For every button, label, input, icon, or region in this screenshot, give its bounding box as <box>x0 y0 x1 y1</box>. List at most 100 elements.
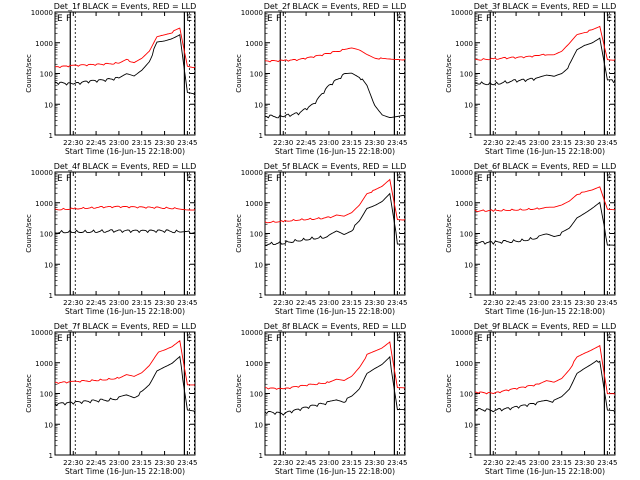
x-axis-label: Start Time (16-Jun-15 22:18:00) <box>65 307 185 316</box>
x-tick-label: 23:15 <box>552 459 572 467</box>
marker-label: E <box>186 334 192 344</box>
y-tick-label: 1 <box>469 452 473 460</box>
series-line-events <box>54 229 196 234</box>
x-tick-label: 23:30 <box>154 299 174 307</box>
x-tick-label: 22:30 <box>273 459 293 467</box>
x-tick-label: 22:30 <box>63 459 83 467</box>
y-tick-label: 1 <box>49 132 53 140</box>
x-tick-label: 23:15 <box>552 139 572 147</box>
x-tick-label: 23:30 <box>574 299 594 307</box>
marker-label: F <box>276 14 281 24</box>
y-tick-label: 1000 <box>245 200 263 208</box>
x-tick-label: 22:30 <box>483 459 503 467</box>
x-tick-label: 23:45 <box>597 459 617 467</box>
x-tick-label: 23:00 <box>319 459 339 467</box>
y-tick-label: 10 <box>44 261 53 269</box>
y-tick-label: 1000 <box>455 200 473 208</box>
y-tick-label: 1000 <box>455 360 473 368</box>
y-axis-label: Counts/sec <box>445 374 453 413</box>
marker-label: E <box>396 14 402 24</box>
panel-title: Det_8f BLACK = Events, RED = LLD <box>264 322 407 331</box>
y-tick-label: 10000 <box>451 329 473 337</box>
series-line-lld <box>474 186 616 212</box>
y-axis-label: Counts/sec <box>445 54 453 93</box>
panel-title: Det_2f BLACK = Events, RED = LLD <box>264 2 407 11</box>
series-line-events <box>54 33 196 96</box>
marker-label: E <box>606 174 612 184</box>
panel-2: Det_2f BLACK = Events, RED = LLD 1 10 100 10… <box>235 2 407 156</box>
x-tick-label: 23:15 <box>342 139 362 147</box>
x-axis-label: Start Time (16-Jun-15 22:18:00) <box>275 147 395 156</box>
panel-title: Det_4f BLACK = Events, RED = LLD <box>54 162 197 171</box>
y-tick-label: 1000 <box>35 200 53 208</box>
x-axis-label: Start Time (16-Jun-15 22:18:00) <box>275 307 395 316</box>
panel-5: Det_5f BLACK = Events, RED = LLD 1 10 100 10… <box>235 162 407 316</box>
y-tick-label: 1 <box>49 452 53 460</box>
panel-9: Det_9f BLACK = Events, RED = LLD 1 10 100 10… <box>445 322 617 476</box>
y-tick-label: 1000 <box>455 40 473 48</box>
marker-label: E <box>606 334 612 344</box>
marker-label: E <box>267 174 273 184</box>
x-tick-label: 23:30 <box>364 459 384 467</box>
x-tick-label: 23:15 <box>552 299 572 307</box>
series-line-lld <box>474 344 616 395</box>
y-tick-label: 1000 <box>35 40 53 48</box>
y-tick-label: 10000 <box>241 329 263 337</box>
panel-7: Det_7f BLACK = Events, RED = LLD 1 10 100 10… <box>25 322 197 476</box>
series-line-lld <box>54 205 196 211</box>
y-tick-label: 100 <box>460 231 473 239</box>
x-axis-label: Start Time (16-Jun-15 22:18:00) <box>65 147 185 156</box>
y-tick-label: 100 <box>250 71 263 79</box>
series-line-lld <box>264 178 406 224</box>
x-tick-label: 23:30 <box>364 139 384 147</box>
y-tick-label: 10 <box>254 261 263 269</box>
y-tick-label: 10 <box>254 421 263 429</box>
panel-title: Det_6f BLACK = Events, RED = LLD <box>474 162 617 171</box>
marker-label: E <box>477 334 483 344</box>
y-tick-label: 10 <box>44 421 53 429</box>
x-tick-label: 23:45 <box>177 139 197 147</box>
panel-6: Det_6f BLACK = Events, RED = LLD 1 10 100 10… <box>445 162 617 316</box>
y-tick-label: 1 <box>49 292 53 300</box>
panel-4: Det_4f BLACK = Events, RED = LLD 1 10 100 10… <box>25 162 197 316</box>
series-line-lld <box>54 27 196 69</box>
marker-label: E <box>477 174 483 184</box>
x-tick-label: 22:30 <box>63 139 83 147</box>
x-tick-label: 23:30 <box>574 459 594 467</box>
y-tick-label: 10000 <box>451 9 473 17</box>
marker-label: E <box>57 14 63 24</box>
y-tick-label: 100 <box>460 391 473 399</box>
x-tick-label: 22:45 <box>86 459 106 467</box>
y-tick-label: 100 <box>40 71 53 79</box>
x-tick-label: 22:30 <box>273 139 293 147</box>
series-line-events <box>474 360 616 413</box>
series-line-events <box>264 355 406 416</box>
x-tick-label: 23:45 <box>387 299 407 307</box>
x-tick-label: 22:30 <box>63 299 83 307</box>
y-axis-label: Counts/sec <box>25 374 33 413</box>
y-axis-label: Counts/sec <box>235 54 243 93</box>
x-tick-label: 23:15 <box>132 459 152 467</box>
panel-title: Det_9f BLACK = Events, RED = LLD <box>474 322 617 331</box>
marker-label: F <box>66 174 71 184</box>
series-line-lld <box>264 341 406 390</box>
y-tick-label: 100 <box>250 391 263 399</box>
x-tick-label: 23:45 <box>177 459 197 467</box>
panel-1: Det_1f BLACK = Events, RED = LLD 1 10 100 10… <box>25 2 197 156</box>
y-tick-label: 10 <box>254 101 263 109</box>
marker-label: F <box>66 14 71 24</box>
x-tick-label: 23:00 <box>109 139 129 147</box>
y-tick-label: 10 <box>464 421 473 429</box>
y-tick-label: 10000 <box>241 9 263 17</box>
x-axis-label: Start Time (16-Jun-15 22:18:00) <box>485 467 605 476</box>
panel-title: Det_3f BLACK = Events, RED = LLD <box>474 2 617 11</box>
panel-3: Det_3f BLACK = Events, RED = LLD 1 10 100 10… <box>445 2 617 156</box>
x-tick-label: 23:15 <box>132 139 152 147</box>
y-tick-label: 1 <box>259 132 263 140</box>
x-tick-label: 22:30 <box>273 299 293 307</box>
marker-label: F <box>486 14 491 24</box>
x-tick-label: 23:15 <box>342 459 362 467</box>
y-tick-label: 100 <box>40 231 53 239</box>
